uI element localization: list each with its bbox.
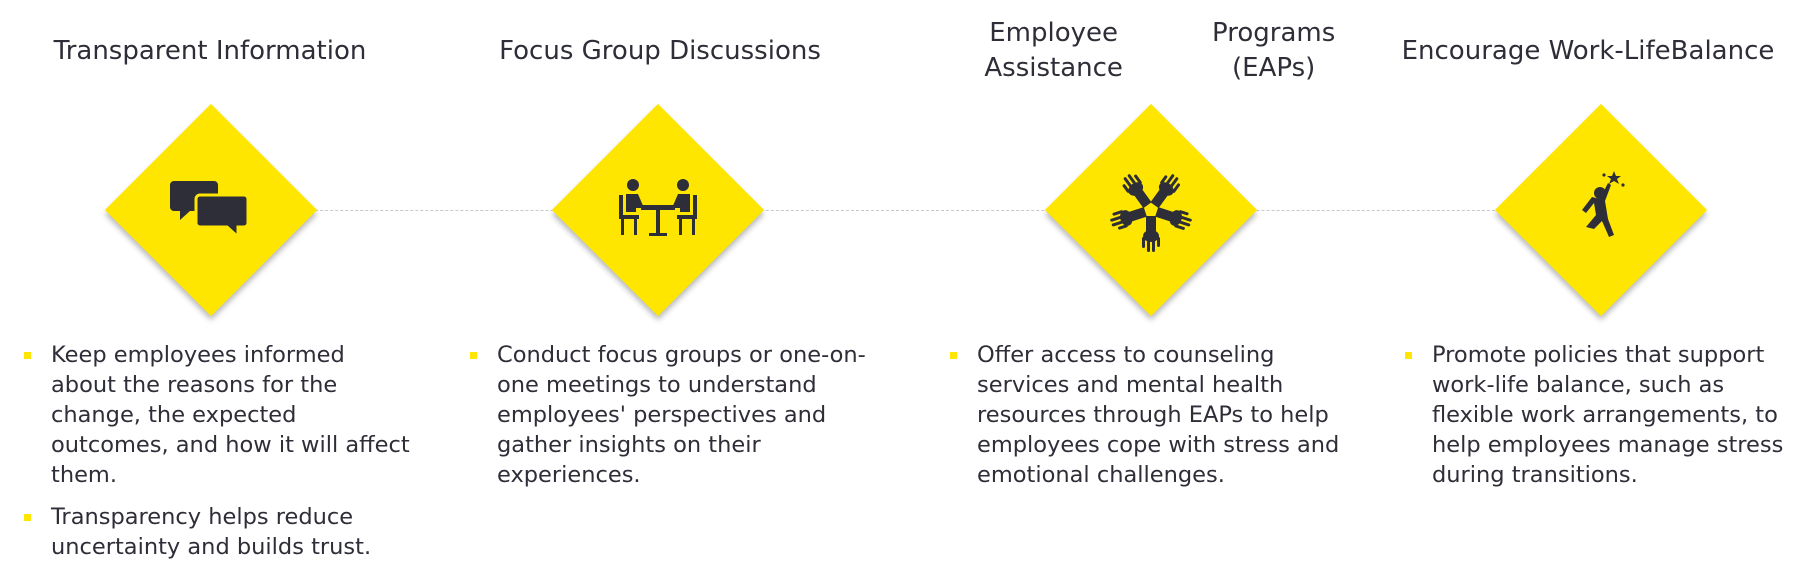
step-employee-assistance-programs: Employee Assistance Programs (EAPs) Offe… — [930, 0, 1370, 577]
step-title-line: Employee Assistance — [984, 18, 1123, 83]
step-title-line: Focus Group Discussions — [499, 35, 821, 66]
bullet-item: Offer access to counseling services and … — [950, 340, 1350, 490]
step-title-line: Transparent Information — [53, 35, 367, 66]
step-title-line: Encourage Work-Life — [1401, 35, 1671, 66]
bullet-item: Promote policies that support work-life … — [1405, 340, 1795, 490]
step-title-line: Balance — [1670, 35, 1775, 66]
step-title: Focus Group Discussions — [440, 10, 880, 92]
bullet-item: Conduct focus groups or one-on-one meeti… — [470, 340, 870, 490]
step-transparent-information: Transparent Information Keep employees i… — [0, 0, 420, 577]
step-title-line: Programs (EAPs) — [1212, 18, 1336, 83]
step-bullets: Conduct focus groups or one-on-one meeti… — [470, 340, 870, 502]
step-title: Transparent Information — [0, 10, 420, 92]
step-title: Employee Assistance Programs (EAPs) — [930, 10, 1370, 92]
meeting-table-icon — [608, 160, 708, 260]
step-bullets: Keep employees informed about the reason… — [24, 340, 414, 574]
chat-bubbles-icon — [161, 160, 261, 260]
step-bullets: Offer access to counseling services and … — [950, 340, 1350, 502]
bullet-item: Transparency helps reduce uncertainty an… — [24, 502, 414, 562]
step-encourage-work-life-balance: Encourage Work-Life Balance Promote poli… — [1380, 0, 1796, 577]
reaching-star-icon — [1551, 160, 1651, 260]
step-title: Encourage Work-Life Balance — [1380, 10, 1796, 92]
timeline-connector — [210, 210, 1590, 211]
helping-hands-icon — [1101, 160, 1201, 260]
step-focus-group-discussions: Focus Group Discussions Conduct focus gr… — [440, 0, 880, 577]
step-bullets: Promote policies that support work-life … — [1405, 340, 1795, 502]
bullet-item: Keep employees informed about the reason… — [24, 340, 414, 490]
